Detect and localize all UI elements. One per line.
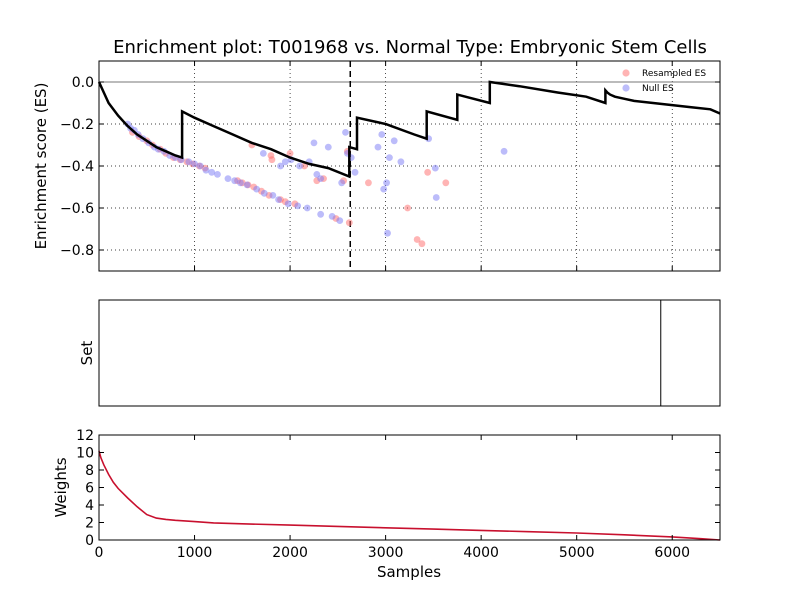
enrichment-curve — [97, 80, 721, 179]
set-axes — [98, 299, 721, 407]
weights-x-tick-label-5: 5000 — [559, 545, 595, 561]
legend-marker-1 — [622, 84, 630, 92]
null-es-point-41 — [324, 143, 332, 151]
weights-y-label: Weights — [52, 457, 70, 517]
weights-axes — [98, 434, 721, 541]
null-es-point-36 — [296, 162, 304, 170]
chart-title: Enrichment plot: T001968 vs. Normal Type… — [113, 37, 707, 58]
weights-frame — [98, 434, 721, 541]
null-es-point-48 — [378, 131, 386, 138]
null-es-point-23 — [260, 189, 268, 197]
null-es-point-29 — [317, 210, 325, 218]
null-es-point-52 — [386, 154, 393, 162]
weights-x-tick-label-6: 6000 — [654, 545, 690, 561]
null-es-point-26 — [284, 200, 292, 208]
resampled-es-point-35 — [418, 240, 426, 248]
null-es-point-27 — [294, 202, 302, 210]
null-es-point-15 — [202, 166, 210, 174]
set-y-label: Set — [78, 341, 96, 366]
null-es-point-47 — [374, 143, 382, 151]
enrichment-y-tick-label-1: −0.2 — [60, 117, 94, 133]
weights-curve — [98, 450, 721, 541]
weights-y-tick-label-2: 4 — [85, 498, 94, 514]
weights-y-tick-label-3: 6 — [85, 481, 94, 497]
es-curve-line — [97, 80, 721, 179]
null-es-point-28 — [303, 204, 311, 212]
weights-y-ticks: 02 46 810 12 — [76, 428, 720, 549]
weights-x-tick-label-1: 1000 — [177, 545, 213, 561]
null-es-point-16 — [208, 168, 216, 176]
weights-x-tick-label-2: 2000 — [272, 545, 308, 561]
null-es-point-58 — [500, 147, 508, 155]
weights-x-label: Samples — [377, 563, 441, 581]
resampled-es-point-32 — [365, 179, 372, 187]
set-frame — [98, 299, 721, 407]
legend: Resampled ES Null ES — [622, 69, 706, 94]
enrichment-y-tick-label-4: −0.8 — [60, 243, 94, 259]
null-es-point-14 — [196, 162, 204, 170]
null-es-point-38 — [310, 139, 318, 147]
null-es-point-54 — [397, 158, 405, 166]
weights-x-tick-label-4: 4000 — [463, 545, 499, 561]
weights-line — [98, 450, 721, 541]
legend-label-1: Null ES — [642, 84, 674, 94]
null-es-point-25 — [275, 196, 283, 204]
null-es-point-50 — [383, 179, 390, 187]
null-es-point-31 — [336, 217, 344, 225]
weights-y-tick-label-1: 2 — [85, 516, 94, 532]
weights-x-ticks: 0 1000 2000 3000 4000 5000 6000 — [95, 435, 690, 561]
weights-y-tick-label-5: 10 — [76, 446, 94, 462]
weights-y-tick-label-4: 8 — [85, 463, 94, 479]
null-es-point-49 — [380, 185, 388, 193]
null-es-point-43 — [342, 129, 349, 136]
null-es-point-19 — [231, 177, 239, 185]
resampled-es-point-37 — [442, 179, 450, 187]
resampled-es-point-34 — [413, 236, 421, 243]
null-es-point-34 — [281, 158, 289, 166]
null-es-point-17 — [214, 171, 221, 178]
resampled-es-point-36 — [424, 168, 432, 176]
null-es-point-30 — [328, 213, 336, 220]
legend-marker-0 — [622, 69, 630, 77]
null-es-point-53 — [390, 137, 398, 145]
enrichment-y-label: Enrichment score (ES) — [32, 83, 50, 250]
resampled-es-point-24 — [286, 150, 294, 157]
weights-x-tick-label-0: 0 — [95, 545, 104, 561]
null-es-point-40 — [317, 175, 325, 183]
resampled-es-point-25 — [301, 162, 308, 170]
resampled-es-point-33 — [404, 204, 411, 212]
null-es-point-46 — [351, 168, 359, 176]
enrichment-y-ticks: 0.0 −0.2 −0.4 −0.6 −0.8 — [60, 61, 720, 271]
null-es-point-24 — [269, 192, 277, 199]
null-es-point-33 — [277, 162, 284, 170]
null-es-point-56 — [431, 164, 439, 172]
null-es-point-21 — [243, 181, 251, 189]
null-es-point-32 — [259, 150, 267, 157]
null-es-point-57 — [432, 194, 440, 201]
weights-y-tick-label-6: 12 — [76, 428, 94, 444]
null-es-point-51 — [384, 229, 391, 237]
null-es-point-20 — [236, 179, 244, 187]
weights-y-tick-label-0: 0 — [85, 533, 94, 549]
null-es-point-42 — [338, 179, 346, 187]
null-es-point-13 — [191, 160, 198, 168]
weights-x-tick-label-3: 3000 — [368, 545, 404, 561]
enrichment-y-tick-label-0: 0.0 — [72, 75, 94, 91]
null-es-point-22 — [253, 185, 261, 193]
legend-label-0: Resampled ES — [642, 69, 706, 79]
enrichment-y-tick-label-3: −0.6 — [60, 201, 94, 217]
null-es-point-12 — [185, 158, 193, 166]
resampled-es-point-31 — [345, 219, 353, 227]
resampled-es-point-23 — [268, 156, 276, 164]
enrichment-y-tick-label-2: −0.4 — [60, 159, 94, 175]
null-es-point-18 — [224, 175, 232, 183]
